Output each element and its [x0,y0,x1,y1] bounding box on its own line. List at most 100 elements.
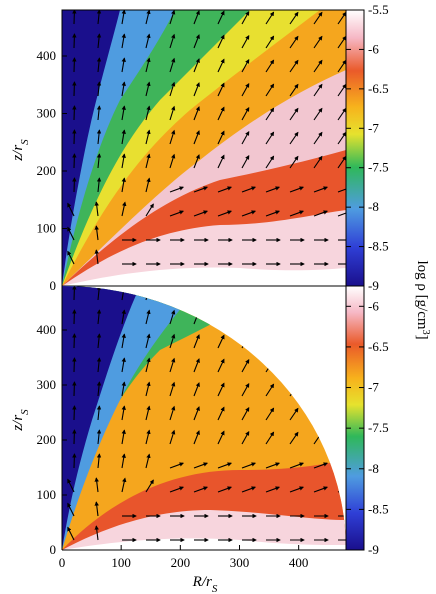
velocity-arrow [169,333,176,349]
velocity-arrow [265,11,275,25]
velocity-arrow [145,105,151,121]
velocity-arrow [169,105,176,121]
velocity-arrow [121,357,126,373]
velocity-arrow [145,333,151,349]
velocity-arrow [217,210,232,217]
velocity-arrow [121,33,126,49]
velocity-arrow [193,34,200,49]
velocity-arrow [169,210,184,217]
velocity-arrow [241,462,256,469]
velocity-arrow [67,202,75,217]
velocity-arrow [241,210,256,217]
velocity-arrow [94,501,99,517]
bottom-colorbar [346,286,364,550]
velocity-arrow [337,11,346,25]
velocity-arrow [313,335,323,349]
velocity-arrow [94,225,99,241]
velocity-arrow [313,186,328,193]
velocity-arrow [169,405,176,421]
velocity-arrow [241,130,250,145]
velocity-arrow [121,201,127,217]
velocity-arrow [241,186,256,193]
velocity-arrow [265,431,275,445]
velocity-arrow [241,430,250,445]
colorbar-tick-label: -8 [368,199,379,214]
velocity-arrow [313,155,323,169]
colorbar-tick-label: -8.5 [368,501,389,516]
bottom-colorbar-ticks: -6 -6.5 -7 -7.5 -8 -8.5 -9 [346,298,389,557]
top-panel: 0 100 200 300 400 z/rS [10,9,347,293]
velocity-arrow [121,129,126,145]
velocity-arrow [193,430,200,445]
velocity-arrow [217,310,225,325]
velocity-arrow [121,405,126,421]
velocity-arrow [217,106,225,121]
y-tick-label: 300 [37,377,57,392]
velocity-arrow [96,309,102,325]
bottom-density-map [62,286,346,550]
velocity-arrow [289,287,299,301]
colorbar-tick-label: -7.5 [368,420,389,435]
velocity-arrow [265,407,275,421]
velocity-arrow [313,35,323,49]
colorbar-tick-label: -6 [368,298,379,313]
velocity-arrow [265,311,275,325]
velocity-arrow [337,35,346,49]
velocity-arrow [121,10,126,25]
velocity-arrow [169,57,176,73]
velocity-arrow [169,129,176,145]
velocity-arrow [337,107,346,121]
velocity-arrow [94,249,99,265]
velocity-arrow [313,131,323,145]
velocity-arrow [337,431,346,445]
velocity-arrow [145,33,151,49]
velocity-arrow [145,57,151,73]
colorbar-label: log ρ [g/cm3] [414,260,432,339]
velocity-arrow [67,526,75,541]
velocity-arrow [217,462,232,469]
velocity-arrow [289,59,299,73]
velocity-arrow [265,186,280,193]
velocity-arrow [241,406,250,421]
velocity-arrow [145,479,154,493]
colorbar-tick-label: -9 [368,278,379,293]
velocity-arrow [96,105,102,121]
bottom-x-ticks: 0 100 200 300 400 [59,545,308,570]
y-tick-label: 0 [50,278,57,293]
velocity-arrow [193,82,200,97]
velocity-arrow [96,381,102,397]
top-colorbar [346,10,364,286]
velocity-arrow [337,407,346,421]
velocity-arrow [289,107,299,121]
colorbar-tick-label: -7 [368,120,379,135]
colorbar-tick-label: -7.5 [368,160,389,175]
velocity-arrow [193,462,208,469]
velocity-arrow [145,429,151,445]
velocity-arrow [169,429,176,445]
velocity-arrow [169,10,176,25]
x-tick-label: 100 [111,555,131,570]
velocity-arrow [121,153,126,169]
velocity-arrow [169,81,176,97]
top-y-axis-label: z/rS [10,139,31,162]
velocity-arrow [265,83,275,97]
velocity-arrow [193,382,200,397]
velocity-arrow [265,131,275,145]
velocity-arrow [169,486,184,493]
velocity-arrow [337,83,346,97]
velocity-arrow [67,502,75,517]
velocity-arrow [289,186,304,193]
velocity-arrow [193,210,208,217]
velocity-arrow [145,357,151,373]
velocity-arrow [145,286,151,301]
velocity-arrow [265,107,275,121]
velocity-arrow [67,250,75,265]
velocity-arrow [337,383,346,397]
velocity-arrow [289,431,299,445]
colorbar-tick-label: -6 [368,41,379,56]
velocity-arrow [313,59,323,73]
velocity-arrow [145,153,151,169]
velocity-arrow [265,462,280,469]
velocity-arrow [121,477,127,493]
